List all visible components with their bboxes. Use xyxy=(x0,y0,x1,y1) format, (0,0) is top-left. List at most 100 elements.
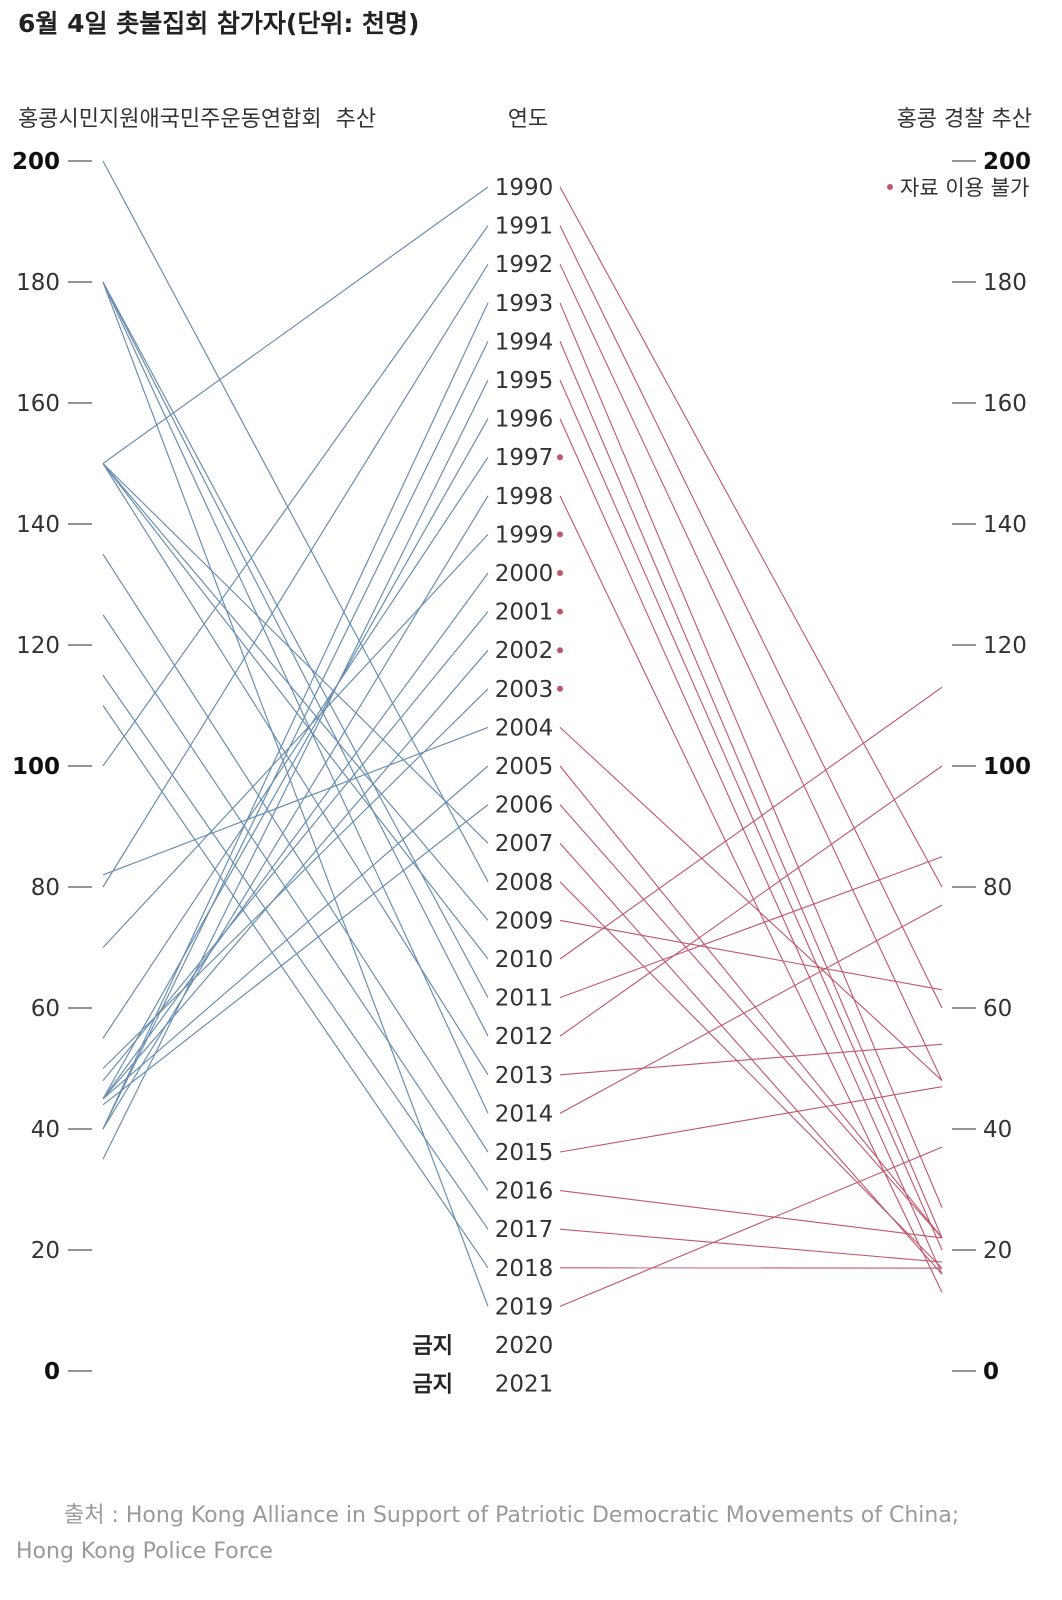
source-label: 출처 : xyxy=(64,1503,119,1528)
alliance-line-2013 xyxy=(102,463,489,1076)
police-line-2011 xyxy=(559,856,943,999)
year-label-2004: 2004 xyxy=(495,715,554,741)
police-line-1991 xyxy=(559,225,943,1009)
source-line-2: Hong Kong Police Force xyxy=(16,1539,273,1564)
year-label-1994: 1994 xyxy=(495,329,554,355)
alliance-line-2007 xyxy=(102,463,489,844)
police-line-1993 xyxy=(559,302,943,1208)
alliance-line-2014 xyxy=(102,281,489,1114)
alliance-line-1994 xyxy=(102,341,489,1130)
left-tick-label-0: 0 xyxy=(44,1359,60,1385)
year-labels: 1990 1991 1992 1993 1994 1995 1996 1997 1998 1999… xyxy=(413,175,563,1398)
year-label-2018: 2018 xyxy=(495,1256,554,1282)
police-line-2016 xyxy=(559,1190,943,1239)
no-data-dot-1997 xyxy=(557,454,563,461)
year-label-1991: 1991 xyxy=(495,214,554,240)
source-line-1: 출처 : Hong Kong Alliance in Support of Pa… xyxy=(64,1503,959,1528)
chart-title: 6월 4일 촛불집회 참가자(단위: 천명) xyxy=(18,9,419,38)
alliance-line-2004 xyxy=(102,726,489,876)
alliance-line-2011 xyxy=(102,281,489,998)
police-line-2008 xyxy=(559,881,943,1269)
left-tick-label-140: 140 xyxy=(16,512,60,538)
year-label-2009: 2009 xyxy=(495,908,554,934)
year-label-1996: 1996 xyxy=(495,407,554,433)
year-label-2011: 2011 xyxy=(495,986,554,1012)
alliance-line-2001 xyxy=(102,611,489,1081)
right-tick-label-20: 20 xyxy=(983,1238,1012,1264)
alliance-line-1998 xyxy=(102,495,489,1130)
police-line-2017 xyxy=(559,1228,943,1263)
right-tick-label-100: 100 xyxy=(983,754,1031,780)
police-line-1995 xyxy=(559,379,943,1251)
left-axis: 0 20 40 60 80 100 120 140 160 180 200 xyxy=(12,149,92,1385)
year-label-2008: 2008 xyxy=(495,870,554,896)
police-series xyxy=(559,186,943,1307)
right-tick-label-200: 200 xyxy=(983,149,1031,175)
year-label-1997: 1997 xyxy=(495,445,554,471)
alliance-line-2015 xyxy=(102,553,489,1153)
right-tick-label-80: 80 xyxy=(983,875,1012,901)
year-label-2001: 2001 xyxy=(495,600,554,626)
year-label-2000: 2000 xyxy=(495,561,554,587)
police-line-2004 xyxy=(559,726,943,1082)
right-tick-label-60: 60 xyxy=(983,996,1012,1022)
year-label-2007: 2007 xyxy=(495,831,554,857)
no-data-dot-2002 xyxy=(557,647,563,654)
alliance-line-1999 xyxy=(102,533,489,948)
banned-label-2020: 금지 xyxy=(413,1334,453,1359)
alliance-line-1993 xyxy=(102,302,489,1130)
alliance-line-2008 xyxy=(102,160,489,883)
left-tick-label-100: 100 xyxy=(12,754,60,780)
alliance-line-2000 xyxy=(102,572,489,1100)
no-data-dot-2001 xyxy=(557,608,563,615)
no-data-dot-1999 xyxy=(557,531,563,538)
year-label-2015: 2015 xyxy=(495,1140,554,1166)
police-line-2019 xyxy=(559,1146,943,1307)
police-line-1996 xyxy=(559,418,943,1275)
center-axis-label: 연도 xyxy=(508,107,548,132)
alliance-line-1991 xyxy=(102,225,489,767)
left-tick-label-160: 160 xyxy=(16,391,60,417)
alliance-line-2018 xyxy=(102,705,489,1269)
alliance-line-2019 xyxy=(102,281,489,1307)
year-label-1992: 1992 xyxy=(495,252,554,278)
police-line-2015 xyxy=(559,1086,943,1153)
police-line-2012 xyxy=(559,765,943,1037)
alliance-line-2016 xyxy=(102,614,489,1191)
right-tick-label-160: 160 xyxy=(983,391,1027,417)
year-label-2021: 2021 xyxy=(495,1372,554,1398)
police-line-2009 xyxy=(559,919,943,991)
alliance-line-2010 xyxy=(102,463,489,960)
right-tick-label-120: 120 xyxy=(983,633,1027,659)
left-tick-label-80: 80 xyxy=(31,875,60,901)
alliance-line-1997 xyxy=(102,456,489,1039)
year-label-1993: 1993 xyxy=(495,291,554,317)
year-label-1999: 1999 xyxy=(495,522,554,548)
left-tick-label-180: 180 xyxy=(16,270,60,296)
alliance-line-1992 xyxy=(102,263,489,888)
police-line-2005 xyxy=(559,765,943,1239)
year-label-1990: 1990 xyxy=(495,175,554,201)
left-tick-label-200: 200 xyxy=(12,149,60,175)
police-line-2013 xyxy=(559,1043,943,1076)
right-tick-label-40: 40 xyxy=(983,1117,1012,1143)
right-tick-label-140: 140 xyxy=(983,512,1027,538)
alliance-line-1996 xyxy=(102,418,489,1100)
year-label-2006: 2006 xyxy=(495,793,554,819)
police-line-2010 xyxy=(559,686,943,960)
alliance-line-2005 xyxy=(102,765,489,1100)
right-tick-label-180: 180 xyxy=(983,270,1027,296)
alliance-line-2003 xyxy=(102,688,489,1069)
alliance-line-2012 xyxy=(102,281,489,1037)
year-label-2003: 2003 xyxy=(495,677,554,703)
legend-dot xyxy=(887,184,893,190)
year-label-2016: 2016 xyxy=(495,1179,554,1205)
right-axis: 0 20 40 60 80 100 120 140 160 180 200 xyxy=(952,149,1031,1385)
police-line-1994 xyxy=(559,341,943,1239)
alliance-line-2002 xyxy=(102,649,489,1100)
year-label-1995: 1995 xyxy=(495,368,554,394)
no-data-dot-2000 xyxy=(557,570,563,576)
left-tick-label-60: 60 xyxy=(31,996,60,1022)
year-label-2010: 2010 xyxy=(495,947,554,973)
